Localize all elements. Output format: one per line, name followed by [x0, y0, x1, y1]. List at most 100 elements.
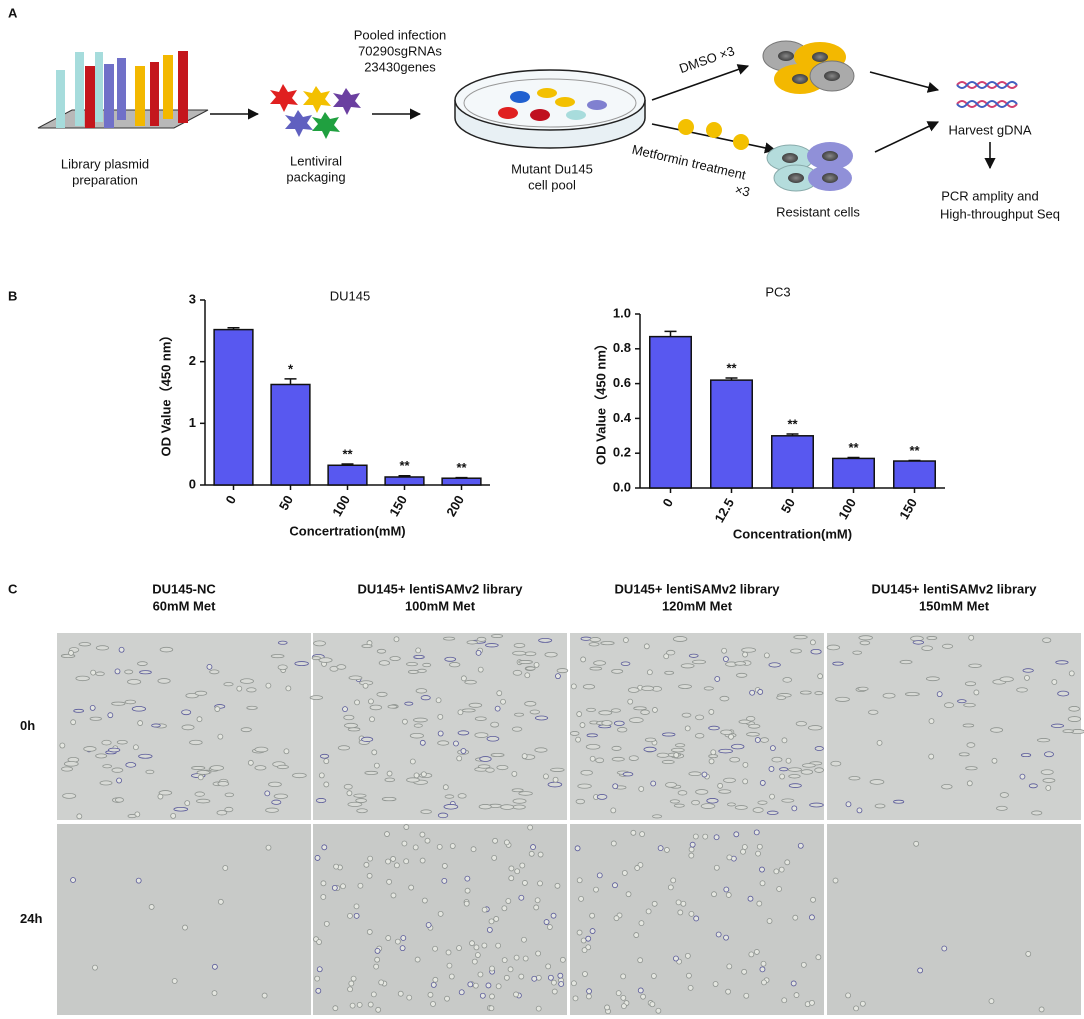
cell [512, 798, 527, 804]
error-bar [664, 330, 677, 337]
panel-label: C [8, 581, 18, 596]
cell [1042, 778, 1056, 783]
cell [171, 978, 178, 984]
cell [575, 798, 586, 805]
cell [277, 664, 288, 671]
cell [747, 895, 754, 902]
cell [754, 737, 761, 743]
cell [773, 868, 780, 875]
cell [944, 702, 955, 709]
cell [247, 759, 254, 766]
x-axis-label: Concentration(mM) [733, 526, 852, 541]
cell [495, 983, 502, 990]
cell [346, 790, 353, 797]
significance: ** [726, 360, 737, 375]
panel-label: A [8, 5, 18, 20]
cell [727, 802, 736, 807]
cell [781, 798, 795, 803]
error-bar [908, 459, 921, 462]
cell [746, 732, 760, 737]
metformin-suns [678, 119, 749, 150]
cell [990, 727, 1004, 733]
cell [76, 813, 83, 820]
cell [413, 772, 420, 779]
cell [680, 900, 687, 907]
step-text: High-throughput Seq [940, 206, 1060, 221]
cell [596, 872, 603, 879]
cell [393, 862, 400, 869]
cell [534, 715, 549, 721]
cell [137, 720, 144, 726]
cell [845, 801, 852, 808]
cell [268, 781, 282, 788]
cell [793, 634, 808, 640]
significance: ** [909, 443, 920, 458]
cell [585, 744, 601, 750]
y-tick-label: 1 [189, 415, 196, 430]
cell [941, 643, 954, 649]
x-tick-label: 0 [222, 493, 239, 507]
column-header: 60mM Met [153, 598, 217, 613]
cell [791, 805, 798, 812]
cell [663, 653, 670, 660]
cell [116, 739, 128, 745]
cell [784, 859, 791, 866]
cell [988, 998, 995, 1005]
y-axis-label: OD Value（450 nm） [158, 329, 173, 457]
step-text: 23430genes [364, 59, 436, 74]
cell [457, 793, 467, 799]
cell [239, 678, 254, 684]
cell [111, 767, 124, 773]
cell [650, 973, 657, 979]
cell [662, 732, 676, 737]
cell [415, 688, 428, 694]
cell [734, 661, 747, 666]
cell [437, 730, 444, 737]
cell [586, 993, 592, 1000]
cell [490, 752, 505, 757]
y-tick-label: 2 [189, 353, 196, 368]
cell [673, 752, 680, 759]
cell [809, 802, 824, 808]
arrow [874, 121, 940, 153]
cell [779, 773, 786, 780]
y-tick-label: 1.0 [613, 305, 631, 320]
step-text: preparation [72, 172, 138, 187]
cell [285, 685, 292, 692]
cell [518, 791, 533, 796]
x-tick-label: 50 [778, 496, 798, 516]
cell [643, 746, 657, 752]
cell [593, 660, 607, 666]
y-tick-label: 0.6 [613, 375, 631, 390]
cell [224, 806, 234, 813]
cell [444, 656, 457, 662]
cell [965, 766, 978, 771]
cell [687, 984, 694, 991]
cell [527, 824, 534, 831]
cell [224, 792, 235, 798]
cell [370, 991, 377, 998]
significance: ** [456, 460, 467, 475]
cell [778, 866, 785, 873]
cell [1050, 723, 1065, 728]
cell [427, 991, 434, 998]
cell [669, 799, 680, 804]
cell [835, 696, 850, 702]
x-tick-label: 150 [896, 496, 920, 522]
cell [356, 808, 368, 814]
cell [691, 659, 707, 665]
cell [543, 773, 549, 780]
cell [538, 638, 553, 643]
cell [514, 712, 525, 717]
cell [963, 702, 976, 708]
cell [464, 679, 477, 685]
cell [756, 843, 763, 850]
cell [769, 793, 775, 800]
cell [1038, 1006, 1045, 1013]
cell [793, 992, 800, 998]
cell [629, 717, 644, 723]
cell [680, 663, 695, 669]
cell [513, 954, 520, 961]
y-tick-label: 0.8 [613, 340, 631, 355]
cell [688, 653, 699, 658]
